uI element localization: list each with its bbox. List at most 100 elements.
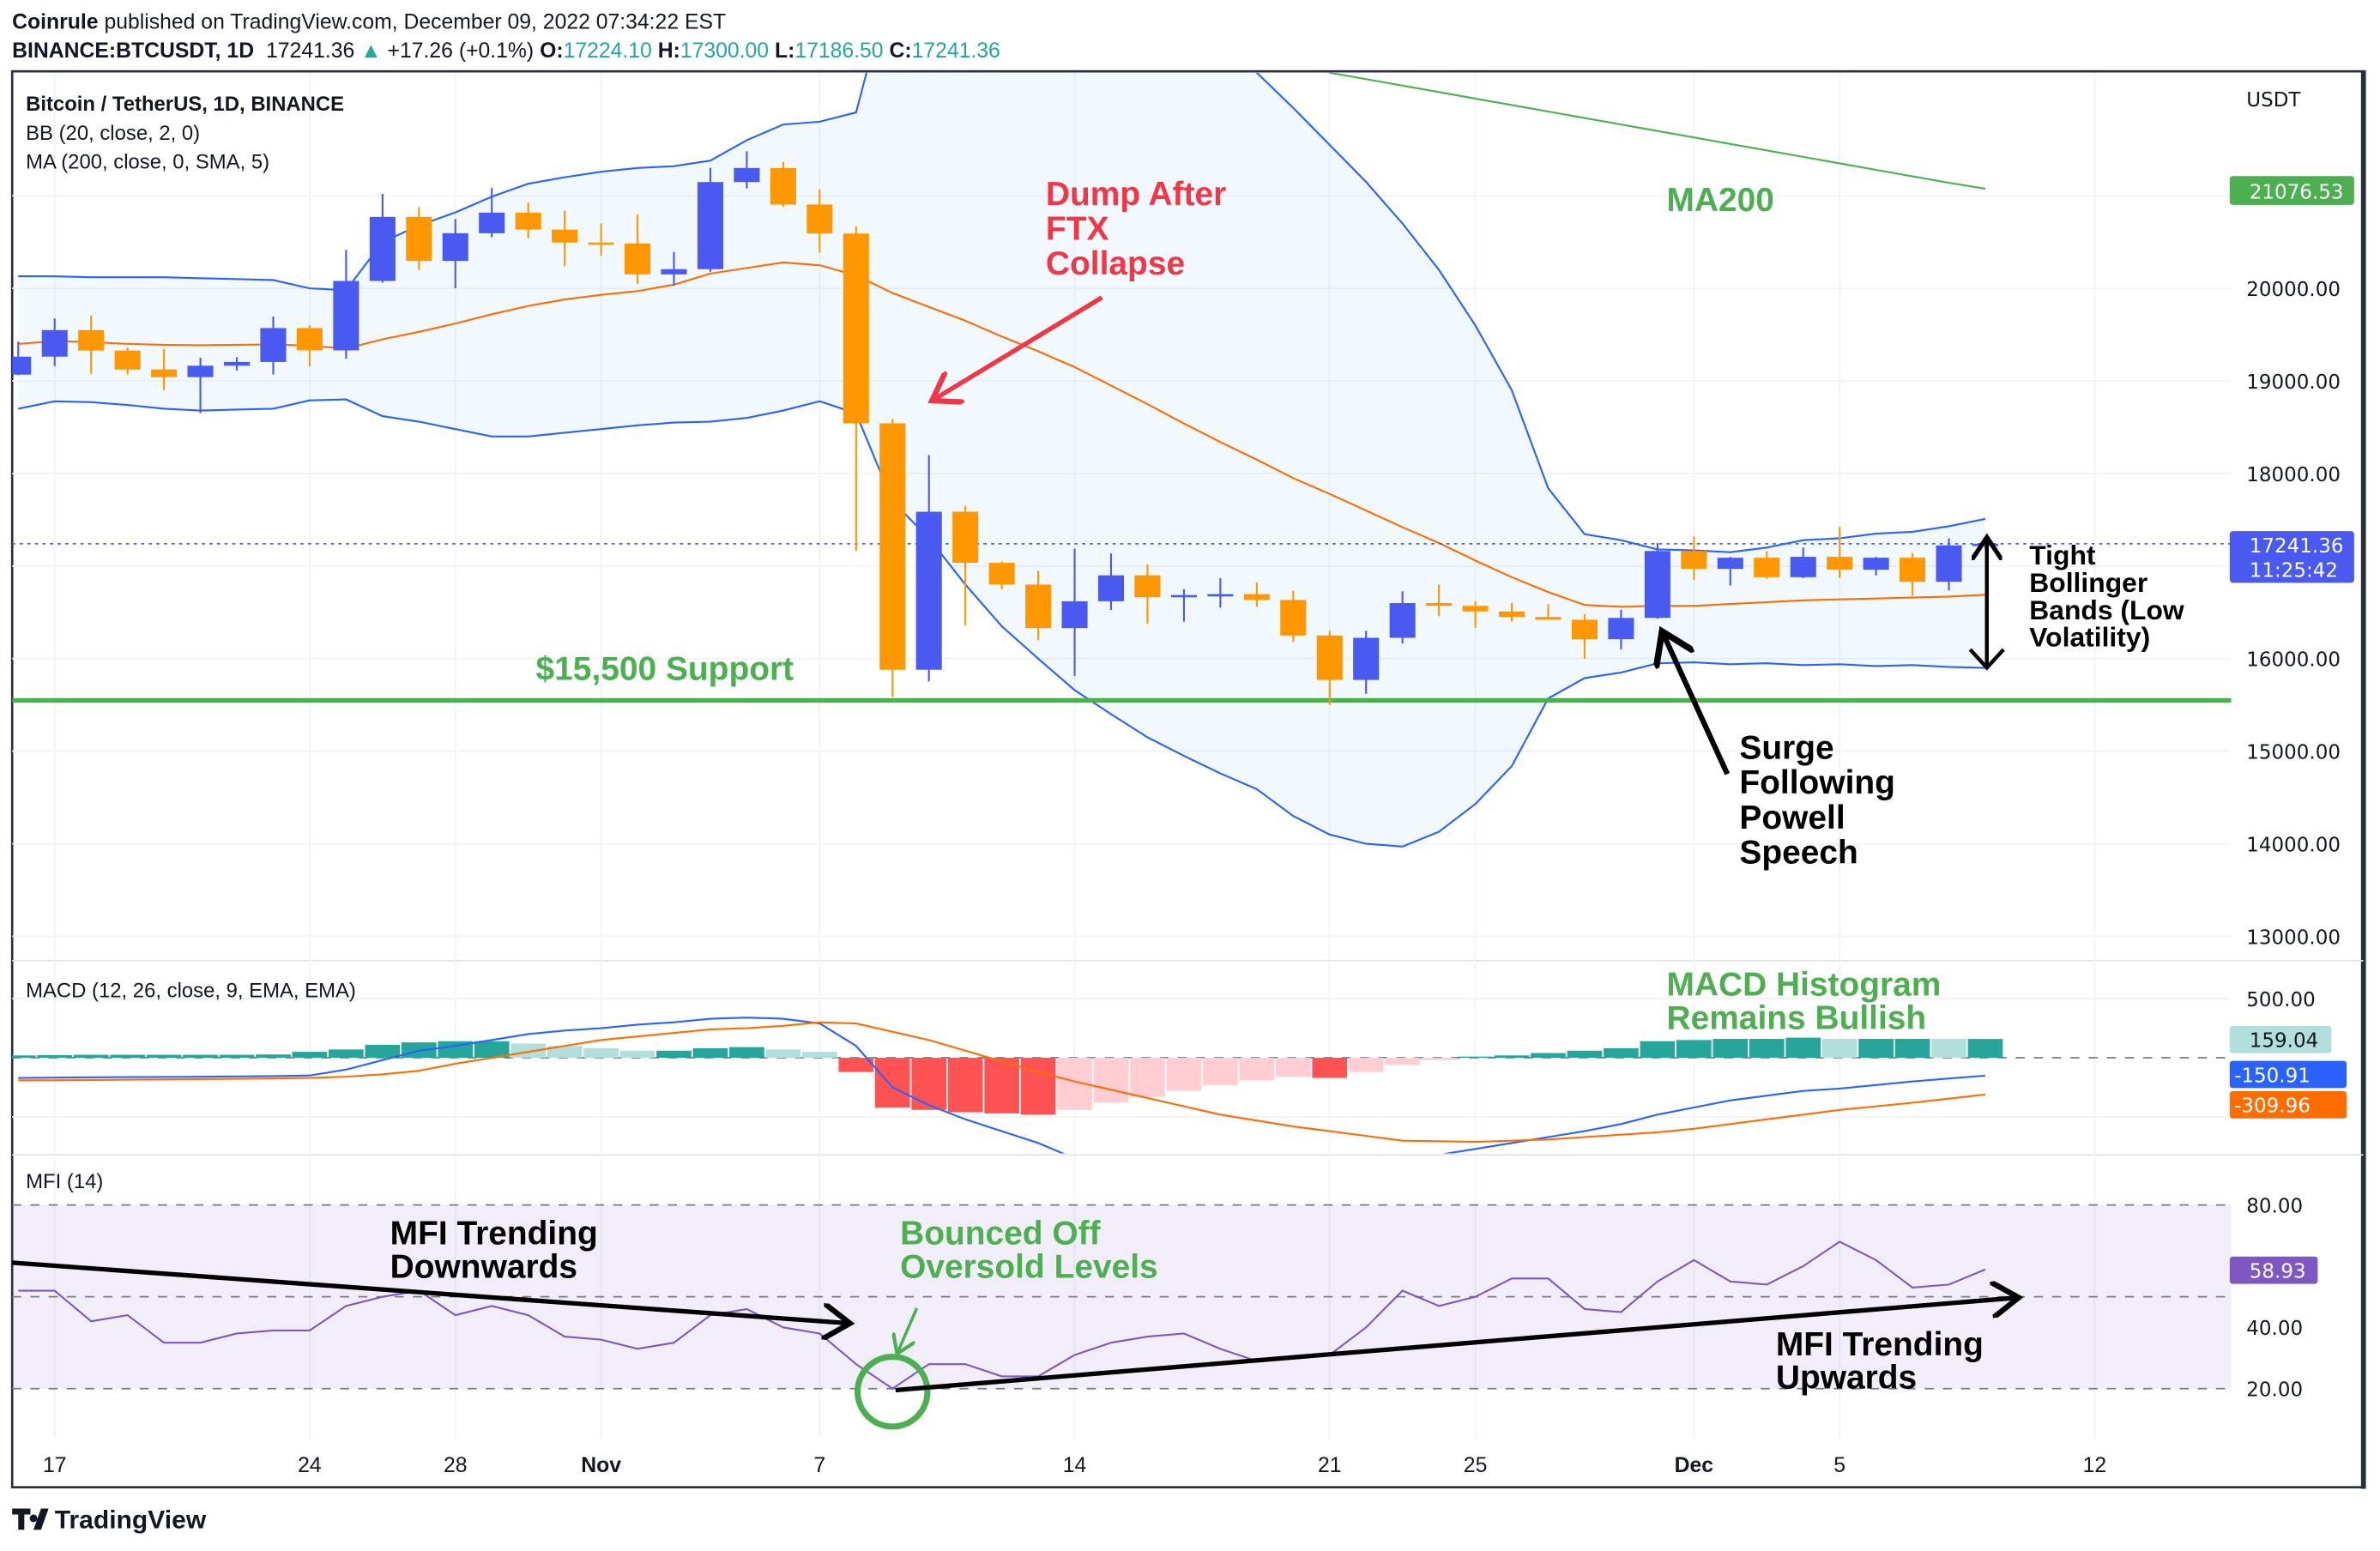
candle[interactable] <box>5 341 32 376</box>
macd-pane[interactable] <box>1 1017 2003 1176</box>
tradingview-logo[interactable]: TradingView <box>12 1506 207 1534</box>
histogram-bar <box>110 1054 145 1059</box>
candle-body <box>151 369 178 377</box>
candle[interactable] <box>1681 536 1707 581</box>
mfi-pane[interactable] <box>18 1240 1986 1390</box>
candle[interactable] <box>1790 547 1816 578</box>
oversold-circle <box>855 1354 931 1430</box>
macd-badge: -150.91 <box>2229 1060 2347 1089</box>
ma-legend[interactable]: MA (200, close, 0, SMA, 5) <box>26 150 269 173</box>
candle[interactable] <box>1535 604 1561 620</box>
candle[interactable] <box>1243 582 1270 607</box>
candle[interactable] <box>1754 551 1780 579</box>
candle[interactable] <box>1827 527 1853 578</box>
candle-body <box>1134 575 1161 598</box>
candle[interactable] <box>114 347 141 375</box>
candle[interactable] <box>442 219 468 289</box>
candle-body <box>843 233 869 424</box>
candle[interactable] <box>1280 590 1307 643</box>
candle[interactable] <box>552 210 578 267</box>
candle[interactable] <box>1170 588 1197 622</box>
price-axis[interactable]: 20000.00 19000.00 18000.00 16000.00 15000.00… <box>2246 279 2341 1402</box>
annotation-tight-bands: Tight Bollinger Bands (Low Volatility) <box>1968 537 2184 671</box>
candle-body <box>1608 618 1634 640</box>
candle[interactable] <box>1462 600 1489 628</box>
candle[interactable] <box>1608 609 1634 649</box>
candle[interactable] <box>1936 538 1962 591</box>
candle-body <box>369 216 396 281</box>
candle-body <box>187 365 214 377</box>
candle[interactable] <box>879 419 906 697</box>
candle-body <box>697 182 724 269</box>
candle[interactable] <box>661 251 687 286</box>
candle[interactable] <box>843 226 869 551</box>
main-legend-title[interactable]: Bitcoin / TetherUS, 1D, BINANCE <box>26 93 344 116</box>
candle[interactable] <box>1644 542 1670 619</box>
histogram-bar <box>1348 1058 1384 1072</box>
mfi-tick-label: 40.00 <box>2246 1318 2303 1340</box>
histogram-bar <box>874 1058 910 1108</box>
price-pane[interactable] <box>5 0 2232 848</box>
candle[interactable] <box>915 455 942 682</box>
candle[interactable] <box>697 167 724 272</box>
candle[interactable] <box>515 202 541 238</box>
price-change: +17.26 (+0.1%) <box>388 39 535 63</box>
candle[interactable] <box>223 357 251 371</box>
candle[interactable] <box>187 358 214 413</box>
candle[interactable] <box>406 207 432 270</box>
candle[interactable] <box>625 214 651 284</box>
candle[interactable] <box>1207 578 1234 608</box>
candle[interactable] <box>1061 548 1088 676</box>
candle[interactable] <box>479 188 505 238</box>
histogram-bar <box>37 1055 73 1059</box>
time-tick-label: Nov <box>581 1454 621 1477</box>
candle[interactable] <box>1389 591 1416 644</box>
candle[interactable] <box>1353 631 1380 694</box>
candle[interactable] <box>1499 603 1525 622</box>
histogram-bar <box>1385 1058 1421 1065</box>
price-tick-label: 19000.00 <box>2246 371 2341 394</box>
candle[interactable] <box>1316 631 1343 705</box>
candle[interactable] <box>369 194 396 283</box>
candle[interactable] <box>333 250 359 359</box>
candle[interactable] <box>1134 564 1161 624</box>
candle[interactable] <box>952 505 979 625</box>
candle[interactable] <box>734 151 760 189</box>
publish-date: published on TradingView.com, December 0… <box>104 11 726 34</box>
mfi-legend[interactable]: MFI (14) <box>26 1170 103 1193</box>
time-axis[interactable]: 17 24 28 Nov 7 14 21 25 Dec 5 12 <box>43 1454 2106 1477</box>
candle[interactable] <box>1863 557 1889 576</box>
candle-body <box>515 212 541 230</box>
candle-body <box>1900 558 1926 582</box>
histogram-bar <box>73 1054 109 1059</box>
candle-body <box>1571 619 1598 640</box>
bb-legend[interactable]: BB (20, close, 2, 0) <box>26 122 200 145</box>
candle[interactable] <box>296 325 323 367</box>
histogram-bar <box>146 1054 182 1059</box>
chart-frame <box>10 69 2366 1489</box>
candle[interactable] <box>1426 584 1453 617</box>
histogram-bar <box>1894 1038 1930 1059</box>
candle[interactable] <box>1717 557 1743 586</box>
candle-body <box>1316 635 1343 680</box>
candle-body <box>1754 558 1780 577</box>
candle[interactable] <box>770 161 796 208</box>
macd-legend[interactable]: MACD (12, 26, close, 9, EMA, EMA) <box>26 979 356 1002</box>
candle[interactable] <box>806 189 833 253</box>
candle[interactable] <box>1097 553 1125 610</box>
candle-body <box>1243 594 1270 600</box>
candle[interactable] <box>151 348 178 390</box>
candle[interactable] <box>1900 552 1926 596</box>
candle[interactable] <box>988 561 1015 589</box>
candle[interactable] <box>78 315 105 374</box>
candle[interactable] <box>1571 613 1598 659</box>
ma200-value: 21076.53 <box>2250 182 2344 204</box>
price-tick-label: 13000.00 <box>2246 926 2341 949</box>
candle-body <box>552 229 578 243</box>
candle[interactable] <box>588 223 614 256</box>
candle[interactable] <box>260 317 287 375</box>
candle[interactable] <box>1025 570 1052 641</box>
candle[interactable] <box>41 318 68 366</box>
histogram-bar <box>1312 1058 1348 1078</box>
